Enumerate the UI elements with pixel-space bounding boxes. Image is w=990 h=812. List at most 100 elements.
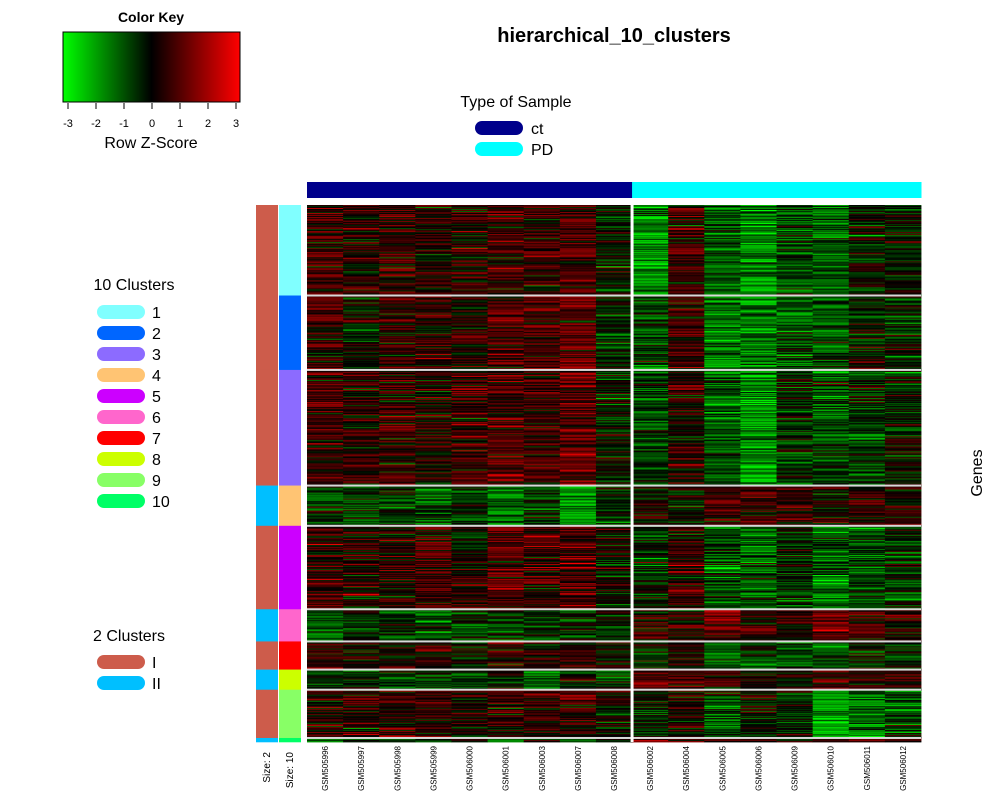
heatmap-cell [595,335,633,338]
heatmap-cell [451,276,488,278]
heatmap-cell [812,372,850,375]
heatmap-cell [451,454,488,456]
heatmap-cell [379,487,416,489]
heatmap-cell [595,286,633,288]
heatmap-cell [559,385,597,387]
heatmap-cell [307,381,344,384]
heatmap-cell [740,301,777,303]
heatmap-cell [523,391,561,393]
heatmap-cell [523,355,561,358]
heatmap-cell [740,414,777,416]
heatmap-cell [595,390,633,392]
heatmap-cell [632,332,669,335]
heatmap-cell [848,345,886,348]
heatmap-cell [487,466,525,468]
sample-type-label: ct [531,121,544,138]
heatmap-cell [379,445,416,447]
heatmap-cell [307,239,344,241]
heatmap-cell [884,244,922,246]
heatmap-cell [343,332,380,335]
heatmap-cell [776,232,814,234]
heatmap-cell [884,491,922,494]
heatmap-cell [704,250,741,252]
heatmap-cell [776,493,814,496]
heatmap-cell [595,426,633,428]
heatmap-cell [343,436,380,438]
heatmap-cell [415,414,452,416]
heatmap-cell [343,319,380,322]
heatmap-cell [307,494,344,497]
heatmap-cell [559,446,597,448]
heatmap-cell [704,448,741,450]
heatmap-cell [668,271,705,273]
heatmap-cell [595,381,633,384]
heatmap-cell [379,263,416,265]
heatmap-cell [848,386,886,388]
heatmap-cell [776,259,814,261]
heatmap-cell [704,465,741,467]
heatmap-cell [704,464,741,466]
heatmap-cell [595,266,633,268]
heatmap-cell [704,207,741,209]
heatmap-cell [343,253,380,255]
heatmap-cell [343,302,380,304]
heatmap-cell [848,301,886,303]
heatmap-cell [559,379,597,382]
heatmap-cell [451,409,488,411]
heatmap-cell [704,241,741,243]
heatmap-cell [451,360,488,363]
heatmap-cell [451,230,488,232]
heatmap-cell [523,307,561,309]
heatmap-cell [668,245,705,247]
heatmap-cell [884,444,922,446]
heatmap-cell [668,289,705,291]
heatmap-cell [307,257,344,259]
heatmap-cell [704,305,741,307]
heatmap-cell [487,407,525,409]
heatmap-cell [740,381,777,384]
heatmap-cell [559,471,597,473]
heatmap-cell [740,442,777,444]
heatmap-cell [595,460,633,462]
heatmap-cell [595,342,633,345]
heatmap-cell [884,441,922,443]
heatmap-cell [595,273,633,275]
heatmap-cell [848,300,886,302]
heatmap-cell [704,446,741,448]
heatmap-cell [848,400,886,402]
heatmap-cell [812,441,850,443]
heatmap-cell [812,260,850,262]
heatmap-cell [415,488,452,490]
heatmap-cell [812,224,850,226]
heatmap-cell [740,289,777,291]
cluster10-bar-segment [279,295,301,371]
heatmap-cell [415,374,452,377]
heatmap-cell [559,386,597,388]
heatmap-cell [595,429,633,431]
heatmap-cell [451,333,488,336]
heatmap-cell [704,214,741,216]
heatmap-cell [812,381,850,384]
heatmap-cell [668,212,705,214]
heatmap-cell [632,415,669,417]
heatmap-cell [668,346,705,349]
heatmap-cell [415,482,452,484]
heatmap-cell [415,341,452,344]
heatmap-cell [487,272,525,274]
heatmap-cell [307,300,344,302]
heatmap-cell [523,235,561,237]
sample-type-cell [884,182,922,198]
heatmap-cell [812,236,850,238]
heatmap-cell [523,323,561,326]
heatmap-cell [487,419,525,421]
heatmap-cell [704,479,741,481]
heatmap-cell [668,278,705,280]
heatmap-cell [559,433,597,435]
heatmap-cell [704,282,741,284]
heatmap-cell [415,420,452,422]
heatmap-cell [379,389,416,391]
heatmap-cell [884,254,922,256]
heatmap-cell [379,205,416,207]
heatmap-cell [595,320,633,323]
heatmap-cell [884,329,922,332]
